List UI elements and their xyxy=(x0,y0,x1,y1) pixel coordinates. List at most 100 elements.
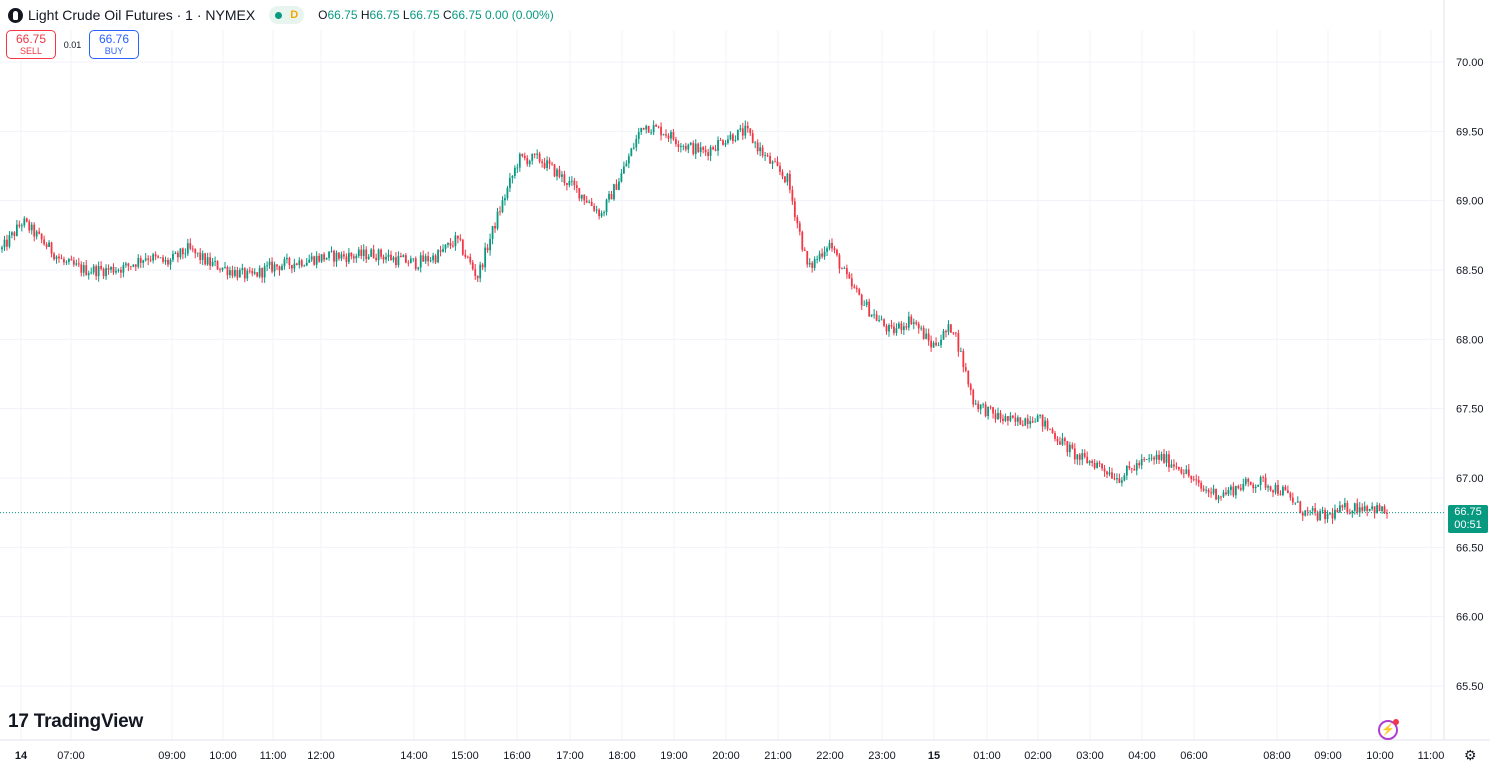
candle-body xyxy=(1163,454,1165,463)
candle-body xyxy=(1257,485,1260,487)
settings-gear-icon[interactable]: ⚙ xyxy=(1464,747,1477,763)
candle-body xyxy=(1036,415,1039,422)
candle-body xyxy=(157,256,159,258)
candle-body xyxy=(290,264,293,269)
candle-body xyxy=(380,249,382,257)
candle-body xyxy=(273,264,276,272)
candle-body xyxy=(1091,460,1094,463)
candle-body xyxy=(717,140,719,151)
candle-body xyxy=(214,261,216,262)
lightning-icon[interactable]: ⚡ xyxy=(1378,719,1399,740)
candle-body xyxy=(915,322,918,324)
candle-body xyxy=(528,160,531,165)
candle-body xyxy=(95,266,98,277)
candle-body xyxy=(779,165,781,172)
candle-body xyxy=(338,252,340,259)
candle-body xyxy=(699,147,702,153)
candle-body xyxy=(531,153,534,161)
candle-body xyxy=(142,260,145,263)
candle-body xyxy=(144,258,147,261)
candle-body xyxy=(937,345,940,346)
time-axis[interactable]: 14 07:00 09:00 10:00 11:00 12:00 14:00 15:00 16:… xyxy=(15,750,1444,762)
candle-body xyxy=(489,238,491,251)
price-axis[interactable]: 70.00 69.50 69.00 68.50 68.00 67.50 67.00 66.50… xyxy=(1456,57,1484,693)
candle-body xyxy=(1002,418,1004,421)
tradingview-logo[interactable]: 17 TradingView xyxy=(8,711,143,733)
price-tick-label: 66.00 xyxy=(1456,612,1484,624)
candle-body xyxy=(957,333,960,352)
candle-body xyxy=(209,257,212,266)
buy-button[interactable]: 66.76 BUY xyxy=(89,30,139,59)
high-key: H xyxy=(360,8,370,22)
time-tick-label: 04:00 xyxy=(1128,750,1156,762)
candle-body xyxy=(196,252,199,254)
symbol-title[interactable]: Light Crude Oil Futures · 1 · NYMEX xyxy=(28,7,256,23)
candle-body xyxy=(476,275,479,279)
candle-body xyxy=(365,249,368,260)
candle-body xyxy=(853,286,856,288)
time-tick-label: 09:00 xyxy=(1314,750,1342,762)
candle-body xyxy=(129,266,132,268)
candle-body xyxy=(397,255,400,265)
candle-body xyxy=(518,153,521,168)
brand-name: TradingView xyxy=(33,711,144,732)
tradingview-mark-icon: 17 xyxy=(8,711,29,732)
candle-body xyxy=(759,147,762,152)
candle-body xyxy=(115,270,117,273)
grid-lines xyxy=(0,0,1490,741)
candle-body xyxy=(1314,508,1317,513)
candle-body xyxy=(672,132,675,140)
candle-body xyxy=(615,184,618,190)
candle-body xyxy=(1210,492,1212,494)
candle-body xyxy=(1311,508,1314,511)
candle-body xyxy=(449,242,452,246)
candle-body xyxy=(179,248,182,258)
time-tick-label: 02:00 xyxy=(1024,750,1052,762)
candle-body xyxy=(1155,454,1158,460)
candle-body xyxy=(11,232,13,236)
candle-body xyxy=(347,252,350,262)
candle-body xyxy=(883,319,885,326)
candle-body xyxy=(1195,479,1198,481)
candle-body xyxy=(580,194,583,199)
candle-body xyxy=(907,316,910,328)
candle-body xyxy=(992,407,994,414)
candle-body xyxy=(1158,454,1160,460)
candle-body xyxy=(80,264,83,273)
candle-body xyxy=(630,148,633,157)
candle-body xyxy=(504,198,506,201)
candle-body xyxy=(162,257,164,262)
candle-body xyxy=(224,266,226,268)
candle-body xyxy=(266,265,269,267)
candle-body xyxy=(598,209,601,217)
candle-body xyxy=(1185,469,1188,474)
candle-body xyxy=(1165,454,1168,463)
candle-body xyxy=(1046,420,1049,429)
candle-body xyxy=(684,146,687,150)
candle-body xyxy=(1059,441,1061,445)
candle-body xyxy=(823,251,826,257)
candle-body xyxy=(1190,475,1193,480)
ohlc-values: O66.75 H66.75 L66.75 C66.75 0.00 (0.00%) xyxy=(318,8,554,22)
sell-button[interactable]: 66.75 SELL xyxy=(6,30,56,59)
candle-body xyxy=(1232,486,1235,496)
candle-body xyxy=(692,142,695,154)
candle-body xyxy=(1016,417,1019,422)
market-status-pill[interactable]: D xyxy=(269,6,305,24)
candle-body xyxy=(181,248,184,255)
candle-body xyxy=(625,163,628,167)
candle-body xyxy=(276,264,278,267)
candle-body xyxy=(593,205,596,211)
candle-body xyxy=(1153,457,1156,460)
candle-body xyxy=(927,333,930,341)
candle-body xyxy=(53,253,55,260)
candle-body xyxy=(320,254,323,262)
candle-body xyxy=(719,140,722,141)
candle-body xyxy=(43,239,46,245)
candle-body xyxy=(1373,506,1376,514)
candle-body xyxy=(1066,441,1069,453)
candle-body xyxy=(667,135,670,139)
candle-body xyxy=(850,278,853,287)
candle-body xyxy=(333,250,335,262)
